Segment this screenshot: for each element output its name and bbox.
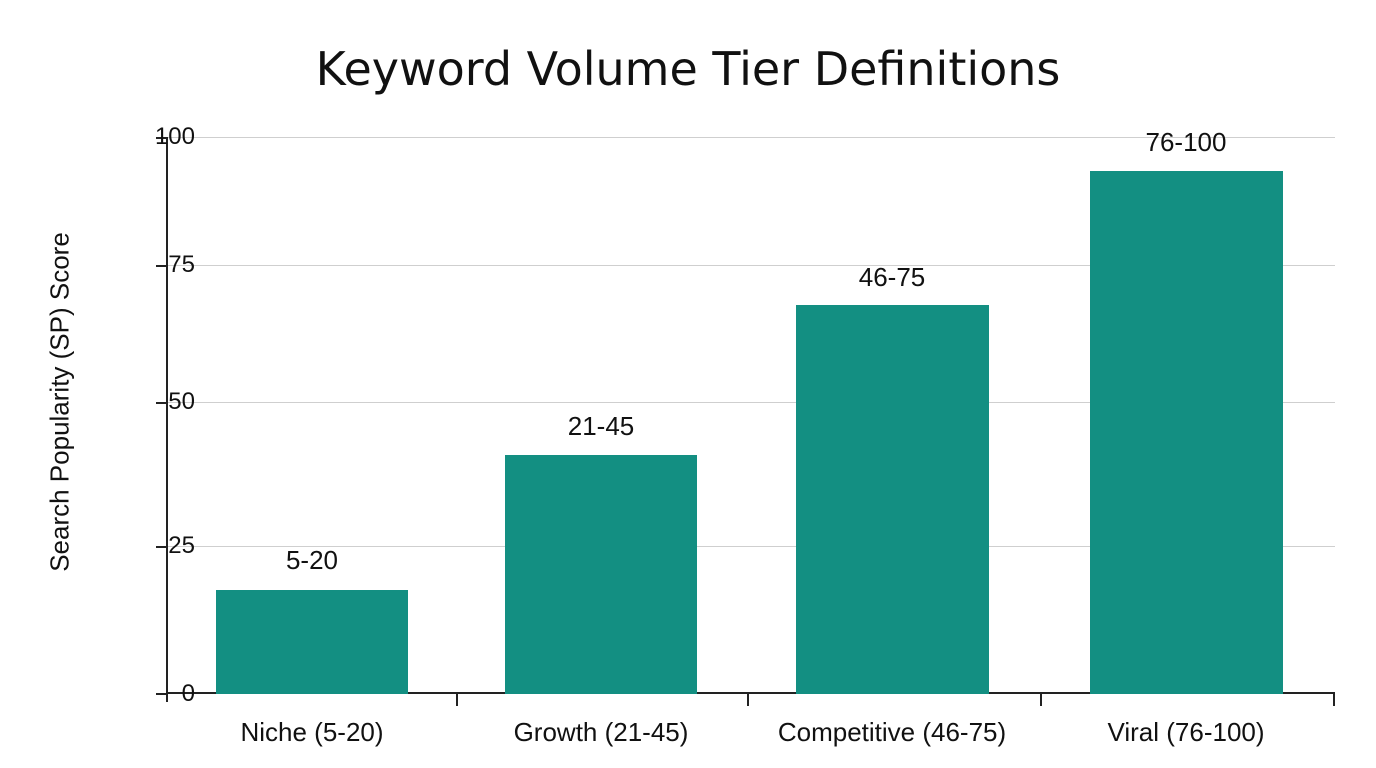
x-axis — [166, 692, 1335, 694]
y-tick — [156, 402, 166, 404]
gridline-50 — [166, 402, 1335, 403]
x-label-competitive: Competitive (46-75) — [777, 717, 1007, 747]
y-tick — [156, 265, 166, 267]
bar-label-viral: 76-100 — [1145, 127, 1227, 157]
x-tick — [456, 694, 458, 706]
bar-label-niche: 5-20 — [285, 545, 339, 575]
x-tick — [1040, 694, 1042, 706]
x-tick — [747, 694, 749, 706]
y-tick-label-0: 0 — [181, 680, 195, 707]
bar-competitive — [796, 305, 989, 694]
gridline-100 — [166, 137, 1335, 138]
y-tick-label-100: 100 — [154, 123, 195, 150]
x-label-viral: Viral (76-100) — [1107, 717, 1265, 747]
bar-niche — [216, 590, 408, 694]
y-axis-label: Search Popularity (SP) Score — [44, 232, 75, 572]
chart-title: Keyword Volume Tier Definitions — [315, 42, 1061, 96]
bar-growth — [505, 455, 697, 694]
bar-label-competitive: 46-75 — [858, 262, 926, 292]
plot-area: 5-20 21-45 46-75 76-100 Niche (5-20) Gro… — [156, 127, 1335, 747]
x-label-niche: Niche (5-20) — [240, 717, 384, 747]
x-label-growth: Growth (21-45) — [513, 717, 689, 747]
bar-viral — [1090, 171, 1283, 694]
bar-label-growth: 21-45 — [567, 411, 635, 441]
y-tick — [156, 693, 166, 695]
y-tick — [156, 137, 166, 139]
y-axis — [166, 137, 168, 702]
y-tick — [156, 546, 166, 548]
y-tick-label-50: 50 — [168, 388, 195, 415]
x-tick — [1333, 694, 1335, 706]
gridline-25 — [166, 546, 1335, 547]
y-tick-label-25: 25 — [168, 532, 195, 559]
gridline-75 — [166, 265, 1335, 266]
y-tick-label-75: 75 — [168, 251, 195, 278]
